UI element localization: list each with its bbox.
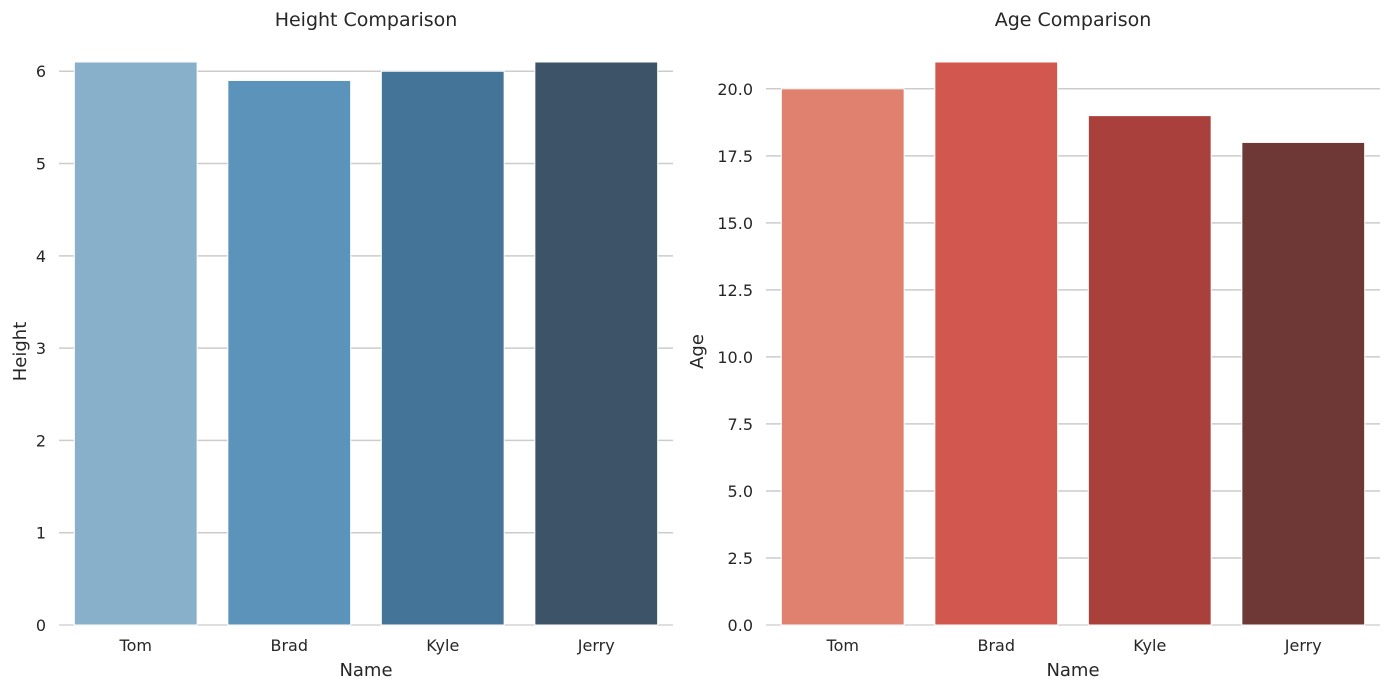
y-tick-label: 4 xyxy=(36,247,46,266)
x-tick-label: Tom xyxy=(119,636,152,655)
bar-brad xyxy=(934,61,1059,626)
bar-kyle xyxy=(380,70,505,626)
y-axis-label: Height xyxy=(10,322,31,382)
y-tick-label: 10.0 xyxy=(717,348,753,367)
y-tick-label: 0 xyxy=(36,616,46,635)
y-tick-label: 15.0 xyxy=(717,214,753,233)
y-tick-label: 6 xyxy=(36,62,46,81)
x-axis-label: Name xyxy=(339,660,392,681)
y-tick-label: 2 xyxy=(36,431,46,450)
x-axis-label: Name xyxy=(1046,660,1099,681)
y-tick-label: 1 xyxy=(36,524,46,543)
bar-brad xyxy=(227,79,352,626)
x-tick-label: Brad xyxy=(270,636,308,655)
y-tick-label: 12.5 xyxy=(717,281,753,300)
y-tick-label: 20.0 xyxy=(717,80,753,99)
x-tick-label: Kyle xyxy=(1133,636,1166,655)
bar-jerry xyxy=(1241,141,1366,626)
y-axis-label: Age xyxy=(687,334,708,369)
bar-tom xyxy=(73,61,198,626)
y-tick-label: 2.5 xyxy=(728,549,753,568)
bar-tom xyxy=(780,88,905,626)
bar-kyle xyxy=(1087,115,1212,626)
chart-title: Height Comparison xyxy=(275,9,458,31)
x-tick-label: Jerry xyxy=(1284,636,1322,655)
y-tick-label: 17.5 xyxy=(717,147,753,166)
y-tick-label: 0.0 xyxy=(728,616,753,635)
bar-jerry xyxy=(534,61,659,626)
y-tick-label: 7.5 xyxy=(728,415,753,434)
y-tick-label: 3 xyxy=(36,339,46,358)
y-tick-label: 5 xyxy=(36,155,46,174)
x-tick-label: Brad xyxy=(977,636,1015,655)
chart-title: Age Comparison xyxy=(995,9,1152,31)
x-tick-label: Kyle xyxy=(426,636,459,655)
x-tick-label: Jerry xyxy=(577,636,615,655)
x-tick-label: Tom xyxy=(826,636,859,655)
y-tick-label: 5.0 xyxy=(728,482,753,501)
